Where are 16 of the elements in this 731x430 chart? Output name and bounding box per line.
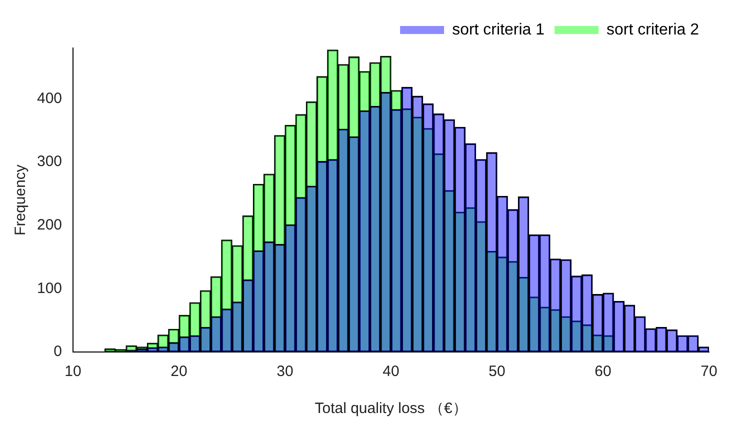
- legend-label: sort criteria 1: [452, 21, 545, 38]
- x-tick-label: 70: [700, 363, 718, 380]
- y-tick-label: 200: [36, 216, 62, 234]
- x-tick-label: 60: [594, 363, 612, 380]
- x-tick-label: 20: [170, 363, 188, 380]
- x-tick-label: 40: [382, 363, 400, 380]
- y-tick-label: 400: [36, 90, 62, 107]
- y-tick-label: 300: [36, 153, 62, 170]
- x-axis-title: Total quality loss （€）: [314, 400, 468, 418]
- y-tick-label: 100: [36, 280, 62, 297]
- y-tick-label: 0: [54, 343, 62, 360]
- y-axis-title: Frequency: [12, 164, 30, 236]
- x-tick-label: 50: [488, 363, 506, 380]
- x-tick-label: 30: [276, 363, 294, 380]
- x-tick-label: 10: [64, 363, 82, 380]
- legend-label: sort criteria 2: [606, 21, 700, 38]
